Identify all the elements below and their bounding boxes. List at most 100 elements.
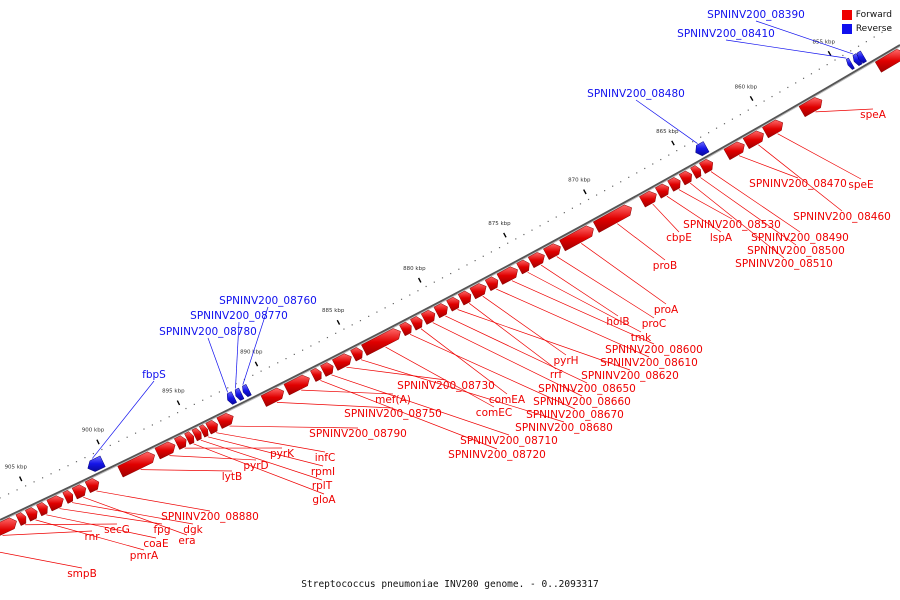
- gene-label[interactable]: proC: [642, 318, 667, 330]
- forward-gene[interactable]: [15, 512, 27, 526]
- gene-label[interactable]: speA: [860, 109, 887, 121]
- reverse-gene[interactable]: [87, 455, 106, 472]
- gene-label[interactable]: proA: [654, 304, 679, 316]
- gene-label[interactable]: mef(A): [375, 394, 411, 406]
- forward-gene[interactable]: [283, 374, 310, 396]
- forward-gene[interactable]: [117, 451, 155, 478]
- forward-gene[interactable]: [742, 130, 764, 150]
- gene-label[interactable]: fpg: [153, 524, 170, 536]
- gene-label[interactable]: rplT: [312, 480, 333, 492]
- forward-gene[interactable]: [46, 495, 64, 512]
- gene-label[interactable]: SPNINV200_08720: [448, 449, 546, 461]
- gene-label[interactable]: SPNINV200_08480: [587, 88, 685, 100]
- forward-gene[interactable]: [762, 119, 784, 139]
- forward-gene[interactable]: [310, 367, 322, 382]
- gene-label[interactable]: dgk: [183, 524, 203, 536]
- gene-label[interactable]: SPNINV200_08770: [190, 310, 288, 322]
- forward-gene[interactable]: [516, 259, 530, 275]
- forward-gene[interactable]: [36, 502, 48, 517]
- gene-label[interactable]: smpB: [67, 568, 97, 580]
- forward-gene[interactable]: [84, 478, 100, 494]
- reverse-gene[interactable]: [242, 383, 252, 398]
- gene-label[interactable]: fbpS: [142, 369, 166, 381]
- forward-gene[interactable]: [62, 490, 74, 504]
- gene-label[interactable]: SPNINV200_08660: [533, 396, 631, 408]
- gene-label[interactable]: pyrD: [243, 460, 268, 472]
- forward-gene[interactable]: [205, 420, 218, 435]
- forward-gene[interactable]: [469, 283, 487, 300]
- gene-label[interactable]: tmk: [631, 332, 652, 344]
- gene-label[interactable]: speE: [848, 179, 873, 191]
- gene-label[interactable]: SPNINV200_08750: [344, 408, 442, 420]
- gene-label[interactable]: SPNINV200_08460: [793, 211, 891, 223]
- forward-gene[interactable]: [173, 435, 187, 450]
- forward-gene[interactable]: [559, 225, 594, 252]
- gene-label[interactable]: pmrA: [130, 550, 159, 562]
- gene-label[interactable]: pyrK: [270, 448, 295, 460]
- gene-label[interactable]: lspA: [710, 232, 733, 244]
- gene-label[interactable]: rnr: [84, 531, 100, 543]
- forward-gene[interactable]: [527, 252, 545, 269]
- gene-label[interactable]: gloA: [312, 494, 336, 506]
- forward-gene[interactable]: [184, 431, 195, 445]
- gene-label[interactable]: SPNINV200_08710: [460, 435, 558, 447]
- forward-gene[interactable]: [154, 441, 176, 460]
- forward-gene[interactable]: [654, 183, 670, 199]
- gene-label[interactable]: secG: [104, 524, 130, 536]
- forward-gene[interactable]: [420, 309, 436, 325]
- gene-label[interactable]: SPNINV200_08510: [735, 258, 833, 270]
- gene-label[interactable]: SPNINV200_08880: [161, 511, 259, 523]
- gene-label[interactable]: SPNINV200_08600: [605, 344, 703, 356]
- forward-gene[interactable]: [24, 507, 38, 522]
- forward-gene[interactable]: [191, 427, 202, 442]
- gene-label[interactable]: cbpE: [666, 232, 692, 244]
- reverse-gene[interactable]: [695, 141, 710, 157]
- forward-gene[interactable]: [457, 290, 472, 306]
- gene-label[interactable]: proB: [653, 260, 677, 272]
- gene-label[interactable]: SPNINV200_08390: [707, 9, 805, 21]
- reverse-gene[interactable]: [845, 57, 855, 70]
- forward-gene[interactable]: [723, 141, 745, 161]
- gene-label[interactable]: pyrH: [553, 355, 578, 367]
- forward-gene[interactable]: [410, 316, 423, 331]
- forward-gene[interactable]: [399, 321, 412, 337]
- reverse-gene[interactable]: [856, 50, 867, 64]
- gene-label[interactable]: SPNINV200_08780: [159, 326, 257, 338]
- gene-label[interactable]: SPNINV200_08490: [751, 232, 849, 244]
- gene-label[interactable]: coaE: [143, 538, 168, 550]
- gene-label[interactable]: SPNINV200_08530: [683, 219, 781, 231]
- forward-gene[interactable]: [216, 413, 234, 429]
- forward-gene[interactable]: [198, 424, 209, 438]
- reverse-gene[interactable]: [226, 391, 238, 405]
- gene-label[interactable]: era: [178, 535, 195, 547]
- gene-label[interactable]: infC: [315, 452, 336, 464]
- gene-label[interactable]: SPNINV200_08730: [397, 380, 495, 392]
- gene-label[interactable]: SPNINV200_08680: [515, 422, 613, 434]
- gene-label[interactable]: comEA: [489, 394, 526, 406]
- forward-gene[interactable]: [0, 517, 17, 543]
- forward-gene[interactable]: [592, 204, 632, 233]
- forward-gene[interactable]: [446, 296, 460, 312]
- gene-label[interactable]: SPNINV200_08410: [677, 28, 775, 40]
- forward-gene[interactable]: [433, 303, 448, 319]
- forward-gene[interactable]: [690, 165, 702, 179]
- forward-gene[interactable]: [698, 159, 714, 174]
- forward-gene[interactable]: [678, 170, 692, 186]
- forward-gene[interactable]: [496, 266, 518, 285]
- gene-label[interactable]: SPNINV200_08470: [749, 178, 847, 190]
- reverse-gene[interactable]: [852, 53, 863, 67]
- gene-label[interactable]: rpmI: [311, 466, 335, 478]
- gene-label[interactable]: SPNINV200_08500: [747, 245, 845, 257]
- forward-gene[interactable]: [639, 190, 657, 208]
- forward-gene[interactable]: [320, 362, 334, 377]
- reverse-gene[interactable]: [234, 387, 245, 401]
- forward-gene[interactable]: [260, 387, 285, 407]
- forward-gene[interactable]: [874, 49, 900, 73]
- gene-label[interactable]: SPNINV200_08760: [219, 295, 317, 307]
- gene-label[interactable]: SPNINV200_08670: [526, 409, 624, 421]
- forward-gene[interactable]: [798, 97, 823, 118]
- gene-label[interactable]: SPNINV200_08650: [538, 383, 636, 395]
- gene-label[interactable]: holB: [606, 316, 629, 328]
- forward-gene[interactable]: [71, 484, 87, 500]
- forward-gene[interactable]: [331, 353, 352, 371]
